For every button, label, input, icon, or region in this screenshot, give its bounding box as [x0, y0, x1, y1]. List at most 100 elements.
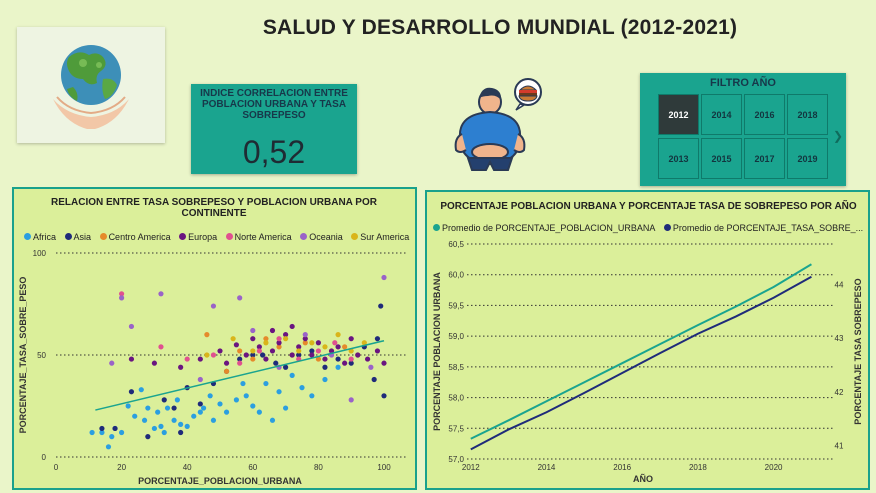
x-tick-label: 2020 [765, 463, 783, 472]
legend-dot [64, 233, 72, 241]
scatter-point [237, 356, 243, 362]
scatter-point [233, 397, 239, 403]
scatter-point [178, 429, 184, 436]
scatter-point [233, 342, 239, 348]
scatter-point [378, 303, 384, 309]
scatter-point [315, 348, 321, 354]
x-tick-label: 40 [183, 463, 192, 472]
scatter-point [302, 340, 308, 346]
scatter-point [296, 344, 302, 350]
scatter-point [283, 336, 289, 342]
y-tick-label-right: 44 [835, 280, 844, 289]
scatter-point [141, 417, 148, 423]
legend-tasa-sobrepeso[interactable]: Promedio de PORCENTAJE_TASA_SOBRE_... [663, 223, 863, 233]
scatter-point [243, 352, 249, 358]
scatter-point [315, 340, 321, 346]
x-tick-label: 20 [117, 463, 126, 472]
y-tick-label: 50 [37, 351, 46, 360]
scatter-point [283, 405, 289, 411]
scatter-point [348, 336, 354, 342]
scatter-point [250, 327, 256, 334]
scatter-point [223, 360, 230, 366]
y-tick-label: 0 [42, 453, 47, 462]
trend-line [95, 339, 385, 411]
scatter-point [296, 348, 302, 354]
scatter-point [328, 348, 335, 354]
y-tick-label-left: 58,0 [448, 394, 464, 403]
year-2014-button[interactable]: 2014 [701, 94, 742, 135]
year-2018-button[interactable]: 2018 [787, 94, 828, 135]
kpi-label: INDICE CORRELACION ENTRE POBLACION URBAN… [200, 88, 348, 121]
scatter-point [184, 356, 190, 362]
legend-dot [663, 224, 671, 232]
year-2012-button[interactable]: 2012 [658, 94, 699, 135]
legend-dot [433, 224, 440, 232]
year-2016-button[interactable]: 2016 [744, 94, 785, 135]
scatter-point [263, 336, 269, 342]
y-tick-label-left: 57,5 [448, 424, 464, 433]
scatter-point [223, 409, 230, 415]
series-line [470, 263, 812, 440]
scatter-point [342, 344, 348, 350]
scatter-point [171, 417, 177, 423]
scatter-point [283, 364, 289, 370]
legend-europa[interactable]: Europa [179, 232, 217, 242]
scatter-point [151, 425, 157, 432]
legend-sur-america[interactable]: Sur America [351, 232, 409, 242]
chevron-right-icon[interactable]: ❯ [833, 129, 844, 143]
year-2017-button[interactable]: 2017 [744, 138, 785, 179]
scatter-point [210, 352, 217, 358]
legend-centro-america[interactable]: Centro America [99, 232, 171, 242]
legend-africa[interactable]: Africa [24, 232, 56, 242]
legend-norte-america[interactable]: Norte America [225, 232, 292, 242]
page-title: SALUD Y DESARROLLO MUNDIAL (2012-2021) [262, 16, 738, 39]
scatter-point [381, 360, 387, 366]
scatter-point [269, 417, 276, 423]
y-axis-title-left: PORCENTAJE POBLACION URBANA [432, 272, 442, 431]
year-2015-button[interactable]: 2015 [701, 138, 742, 179]
scatter-point [250, 403, 256, 409]
scatter-point [348, 356, 354, 362]
year-2019-button[interactable]: 2019 [787, 138, 828, 179]
scatter-point [204, 332, 210, 338]
scatter-point [315, 356, 321, 362]
y-tick-label-left: 60,5 [448, 240, 464, 249]
scatter-point [361, 340, 367, 346]
year-filter: FILTRO AÑO 2012 2014 2016 2018 2013 2015… [640, 73, 846, 186]
legend-poblacion-urbana[interactable]: Promedio de PORCENTAJE_POBLACION_URBANA [433, 223, 655, 233]
scatter-point [302, 332, 308, 338]
scatter-point [128, 389, 135, 395]
y-axis-title-right: PORCENTAJE TASA SOBREPESO [853, 278, 863, 424]
scatter-point [197, 409, 203, 415]
scatter-point [112, 425, 118, 432]
scatter-point [348, 397, 354, 403]
x-axis-title: PORCENTAJE_POBLACION_URBANA [138, 476, 302, 486]
line-legend: Promedio de PORCENTAJE_POBLACION_URBANA … [433, 223, 869, 233]
scatter-point [256, 348, 262, 354]
legend-oceania[interactable]: Oceania [300, 232, 343, 242]
scatter-point [250, 336, 256, 342]
line-plot: 57,0 57,5 58,0 58,5 59,0 59,5 60,0 60,5 41 42 43 44… [432, 240, 863, 484]
scatter-point [335, 364, 341, 370]
legend-dot [225, 233, 233, 241]
scatter-point [230, 336, 236, 342]
scatter-point [276, 340, 282, 346]
year-2013-button[interactable]: 2013 [658, 138, 699, 179]
scatter-point [368, 364, 374, 370]
x-tick-label: 2012 [462, 463, 480, 472]
legend-dot [24, 233, 31, 241]
y-tick-label-left: 59,5 [448, 301, 464, 310]
scatter-point [184, 423, 190, 429]
scatter-point [119, 295, 125, 301]
y-tick-label-left: 58,5 [448, 363, 464, 372]
scatter-point [171, 405, 177, 411]
correlation-kpi-card: INDICE CORRELACION ENTRE POBLACION URBAN… [191, 84, 357, 174]
scatter-point [178, 364, 184, 370]
scatter-point [263, 380, 269, 387]
legend-asia[interactable]: Asia [64, 232, 91, 242]
scatter-point [256, 344, 262, 350]
scatter-point [250, 352, 256, 358]
scatter-point [256, 409, 262, 415]
overweight-person-icon [450, 78, 546, 174]
scatter-point [276, 389, 282, 395]
